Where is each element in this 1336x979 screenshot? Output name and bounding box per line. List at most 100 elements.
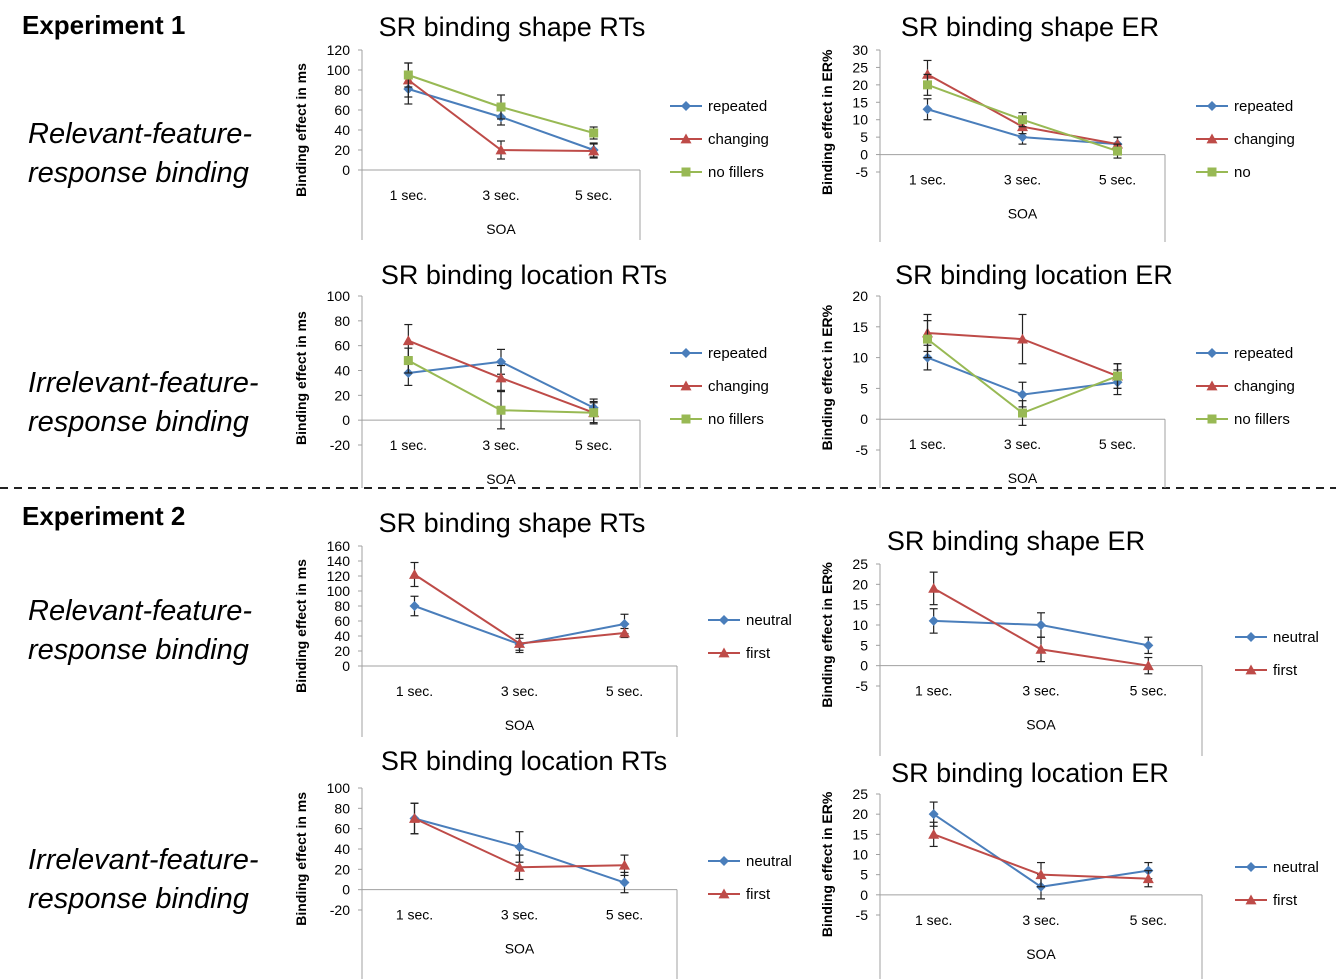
y-tick-label: 10 xyxy=(852,350,868,366)
data-point-repeated xyxy=(1017,389,1028,400)
x-tick-label: 5 sec. xyxy=(606,907,643,923)
x-tick-label: 5 sec. xyxy=(606,683,643,699)
legend-label: neutral xyxy=(746,612,792,629)
chart-4: SR binding location ER -5 0 5 10 15 20 1 sec. 3 … xyxy=(819,260,1295,488)
y-tick-label: 40 xyxy=(334,363,350,379)
y-tick-label: 80 xyxy=(334,313,350,329)
exp1-row1-label-line2: response binding xyxy=(28,157,249,189)
y-tick-label: 20 xyxy=(334,387,350,403)
data-point-repeated xyxy=(1017,132,1028,143)
legend-marker xyxy=(1246,632,1256,642)
y-axis-title: Binding effect in ms xyxy=(293,792,309,926)
data-point-no-fillers xyxy=(923,334,932,344)
legend-label: no fillers xyxy=(708,411,764,428)
y-tick-label: 5 xyxy=(860,867,868,883)
legend-label: changing xyxy=(708,131,769,148)
y-tick-label: 100 xyxy=(327,62,351,78)
legend-marker xyxy=(1246,862,1256,872)
y-axis-title: Binding effect in ms xyxy=(293,63,309,197)
y-tick-label: -20 xyxy=(330,437,350,453)
legend-label: changing xyxy=(1234,131,1295,148)
y-tick-label: 0 xyxy=(342,412,350,428)
data-point-neutral xyxy=(1143,640,1154,651)
x-tick-label: 1 sec. xyxy=(396,907,433,923)
data-point-repeated xyxy=(496,356,506,367)
data-point-no-fillers xyxy=(1113,371,1122,381)
y-axis-title: Binding effect in ER% xyxy=(819,304,835,450)
data-point-first xyxy=(928,828,940,839)
legend-marker xyxy=(680,133,692,144)
x-axis-title: SOA xyxy=(1026,717,1056,733)
legend-marker xyxy=(1207,348,1217,358)
y-tick-label: -5 xyxy=(856,164,869,180)
exp2-row2-label-line1: Irrelevant-feature- xyxy=(28,844,259,876)
data-point-first xyxy=(409,569,420,579)
data-point-first xyxy=(514,861,525,872)
x-axis-title: SOA xyxy=(505,941,535,957)
y-axis-title: Binding effect in ER% xyxy=(819,791,835,937)
y-tick-label: 30 xyxy=(852,42,868,58)
legend-marker xyxy=(681,414,691,424)
data-point-no xyxy=(1113,146,1122,156)
chart-7: SR binding location RTs -20 0 20 40 60 80 100 1 … xyxy=(293,746,792,979)
legend-marker xyxy=(718,888,730,899)
data-point-first xyxy=(1142,660,1154,671)
y-tick-label: 10 xyxy=(852,847,868,863)
chart-title: SR binding location RTs xyxy=(381,746,667,776)
y-tick-label: 0 xyxy=(342,162,350,178)
data-point-changing xyxy=(495,372,507,383)
legend-label: first xyxy=(1273,892,1298,909)
y-tick-label: 20 xyxy=(852,806,868,822)
exp1-row2-label-line1: Irrelevant-feature- xyxy=(28,367,259,399)
experiment-1-label: Experiment 1 xyxy=(22,10,185,40)
y-tick-label: 15 xyxy=(852,826,868,842)
data-point-changing xyxy=(588,145,600,156)
legend-marker xyxy=(681,167,691,177)
legend-marker xyxy=(718,647,730,658)
y-axis-title: Binding effect in ER% xyxy=(819,49,835,195)
y-tick-label: 60 xyxy=(334,613,350,629)
x-tick-label: 3 sec. xyxy=(1004,436,1041,452)
y-tick-label: 0 xyxy=(860,658,868,674)
legend-marker xyxy=(1207,414,1217,424)
y-tick-label: 25 xyxy=(852,786,868,802)
y-tick-label: 40 xyxy=(334,628,350,644)
data-point-first xyxy=(1035,643,1047,654)
legend-marker xyxy=(681,101,691,111)
y-tick-label: 25 xyxy=(852,59,868,75)
data-point-neutral xyxy=(409,601,420,611)
x-tick-label: 3 sec. xyxy=(501,907,538,923)
data-point-neutral xyxy=(619,877,630,888)
y-tick-label: 80 xyxy=(334,82,350,98)
data-point-first xyxy=(409,813,420,823)
y-tick-label: 160 xyxy=(327,538,351,554)
chart-8: SR binding location ER -5 0 5 10 15 20 25 1 sec.… xyxy=(819,758,1319,979)
y-tick-label: 140 xyxy=(327,553,351,569)
y-tick-label: 25 xyxy=(852,556,868,572)
data-point-first xyxy=(1035,869,1047,880)
legend-marker xyxy=(1206,380,1218,391)
x-tick-label: 5 sec. xyxy=(575,187,612,203)
y-tick-label: 40 xyxy=(334,841,350,857)
legend-marker xyxy=(1206,133,1218,144)
data-point-first xyxy=(514,638,525,648)
chart-title: SR binding shape ER xyxy=(887,526,1145,556)
y-tick-label: 15 xyxy=(852,597,868,613)
y-tick-label: 80 xyxy=(334,800,350,816)
y-tick-label: 20 xyxy=(852,288,868,304)
legend-label: repeated xyxy=(708,345,767,362)
x-axis-title: SOA xyxy=(1026,946,1056,962)
chart-3: SR binding location RTs -20 0 20 40 60 80 100 1 … xyxy=(293,260,769,488)
legend-label: first xyxy=(746,645,771,662)
exp1-row1-label-line1: Relevant-feature- xyxy=(28,118,252,150)
chart-6: SR binding shape ER -5 0 5 10 15 20 25 1 sec. 3 s… xyxy=(819,526,1319,756)
y-tick-label: 5 xyxy=(860,380,868,396)
y-axis-title: Binding effect in ms xyxy=(293,311,309,445)
x-tick-label: 1 sec. xyxy=(909,172,946,188)
chart-title: SR binding location RTs xyxy=(381,260,667,290)
exp2-row1-label-line2: response binding xyxy=(28,634,249,666)
data-point-changing xyxy=(495,144,507,155)
data-point-no-fillers xyxy=(403,356,413,366)
data-point-first xyxy=(619,627,630,638)
x-tick-label: 3 sec. xyxy=(1022,683,1059,699)
